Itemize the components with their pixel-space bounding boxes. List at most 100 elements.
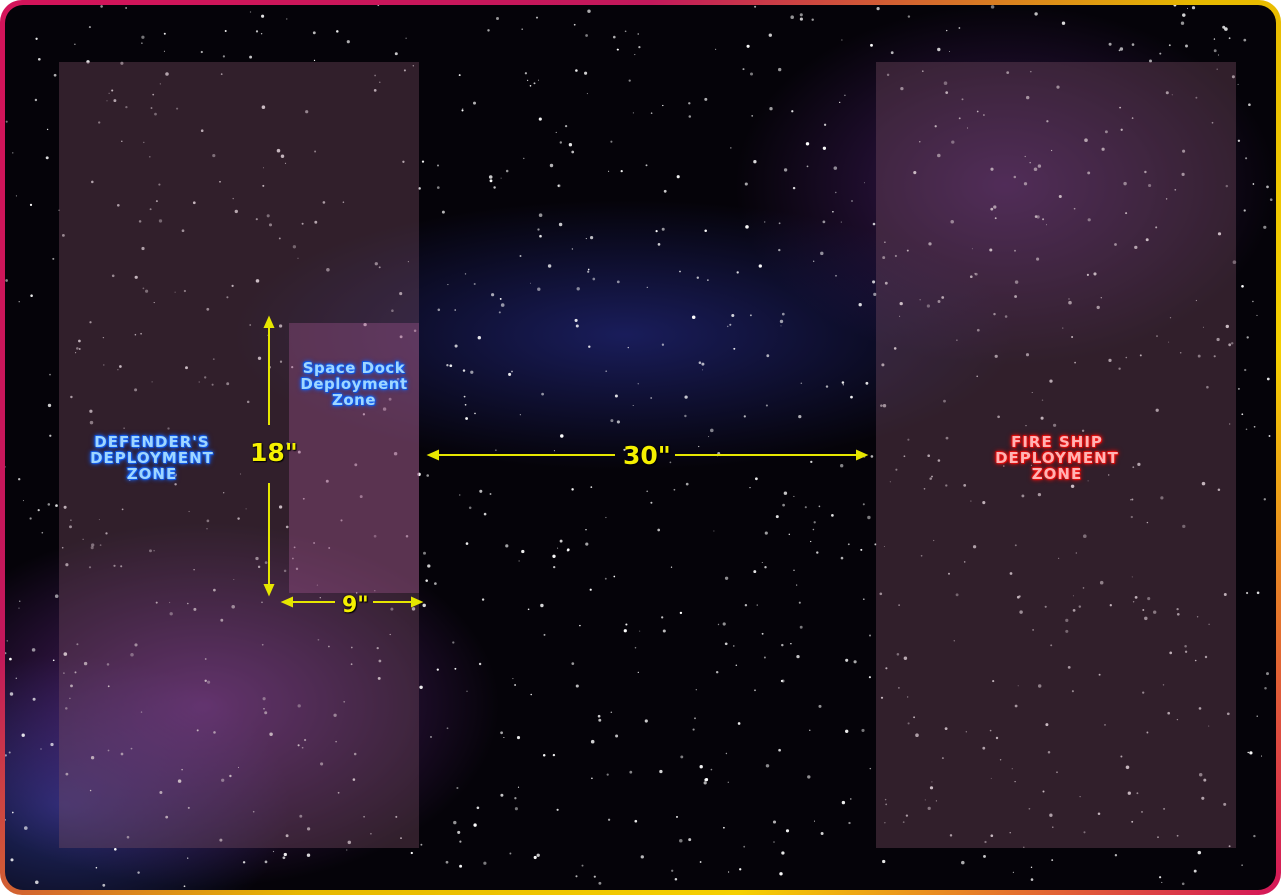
star <box>1068 298 1070 300</box>
star <box>880 404 883 407</box>
star <box>816 551 819 554</box>
star <box>163 50 165 52</box>
star <box>12 152 14 154</box>
star <box>140 332 142 335</box>
star <box>885 803 888 806</box>
star <box>177 779 182 783</box>
star <box>263 707 265 710</box>
star <box>511 370 513 373</box>
star <box>524 72 528 75</box>
star <box>37 57 41 61</box>
star <box>907 696 909 698</box>
star <box>142 287 145 290</box>
star <box>1163 807 1166 810</box>
star <box>610 140 613 143</box>
star <box>187 806 190 809</box>
star <box>304 738 307 742</box>
star <box>1037 684 1042 688</box>
star <box>845 729 849 733</box>
star <box>791 110 794 113</box>
star <box>966 127 969 129</box>
star <box>500 177 502 179</box>
star <box>232 197 234 200</box>
star <box>972 545 977 549</box>
star <box>249 55 253 59</box>
star <box>608 170 610 172</box>
star <box>1049 379 1053 383</box>
star <box>889 481 891 483</box>
star <box>249 324 252 326</box>
star <box>1232 260 1237 264</box>
star <box>301 222 304 225</box>
star <box>1078 454 1082 457</box>
star <box>1198 707 1202 710</box>
star <box>1256 314 1258 316</box>
star <box>422 603 426 608</box>
star <box>399 335 403 339</box>
star <box>552 554 556 558</box>
star <box>558 222 563 227</box>
star <box>1228 343 1232 347</box>
dock-height-measurement: 18" <box>250 438 298 467</box>
star <box>1067 666 1071 669</box>
star <box>206 307 210 311</box>
star <box>739 868 742 871</box>
star <box>328 645 330 648</box>
star <box>944 727 948 731</box>
star <box>822 220 826 224</box>
star <box>106 100 108 102</box>
star <box>489 179 493 183</box>
star <box>958 117 961 120</box>
star <box>699 861 702 863</box>
star <box>301 746 304 749</box>
star <box>1021 494 1025 498</box>
star <box>1025 424 1027 427</box>
star <box>632 404 634 407</box>
star <box>1099 580 1104 585</box>
star <box>869 634 871 637</box>
star <box>616 48 619 51</box>
star <box>200 50 203 54</box>
star <box>1042 790 1045 793</box>
star <box>333 713 337 717</box>
star <box>1139 354 1142 357</box>
star <box>763 656 766 659</box>
star <box>378 659 382 663</box>
star <box>646 286 648 289</box>
star <box>1231 75 1235 79</box>
star <box>355 592 358 594</box>
star <box>188 510 190 513</box>
star <box>134 388 138 392</box>
star <box>1225 324 1229 329</box>
star <box>517 786 520 788</box>
star <box>9 657 12 661</box>
star <box>21 733 25 737</box>
dock-height-arrow-top <box>263 315 275 328</box>
star <box>297 704 301 708</box>
star <box>158 183 161 186</box>
star <box>418 187 421 190</box>
star <box>464 273 467 275</box>
star <box>768 33 772 37</box>
star <box>1181 882 1185 886</box>
star <box>788 533 791 536</box>
star <box>107 685 110 688</box>
star <box>993 205 997 209</box>
star <box>1223 593 1227 596</box>
star <box>8 751 11 754</box>
star <box>591 777 593 780</box>
star <box>990 167 994 171</box>
star <box>34 98 38 102</box>
star <box>798 414 802 419</box>
star <box>598 881 602 885</box>
star <box>1073 207 1076 210</box>
star <box>1132 601 1135 603</box>
star <box>1159 876 1162 879</box>
star <box>872 222 876 226</box>
star <box>537 228 540 231</box>
star <box>1198 772 1203 777</box>
star <box>63 672 65 674</box>
star <box>320 762 324 766</box>
star <box>790 642 792 645</box>
star <box>737 722 741 725</box>
